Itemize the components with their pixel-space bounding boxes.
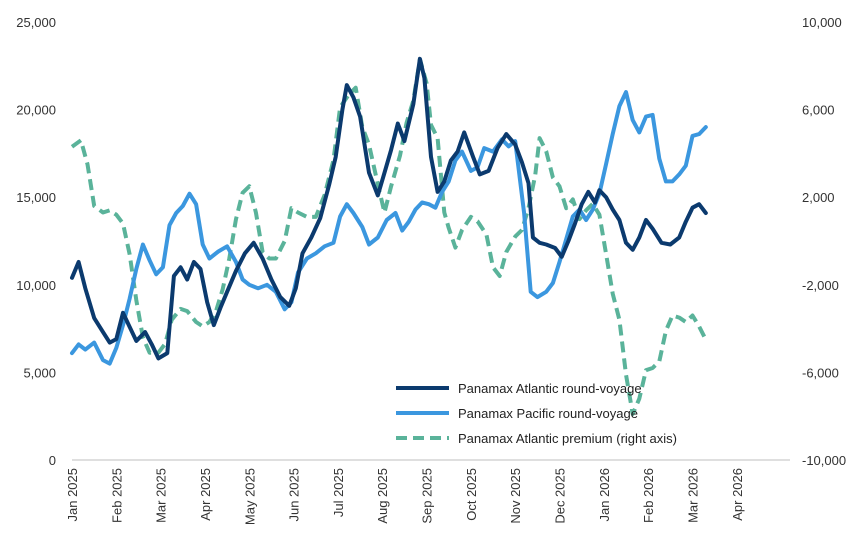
x-tick-label: Mar 2026 [685, 468, 700, 523]
y2-tick-label: 2,000 [802, 190, 835, 205]
x-tick-label: Oct 2025 [464, 468, 479, 521]
x-tick-label: Dec 2025 [553, 468, 568, 524]
y2-tick-label: 6,000 [802, 103, 835, 118]
y-tick-label: 5,000 [23, 365, 56, 380]
x-tick-label: Feb 2026 [641, 468, 656, 523]
series-line-1 [70, 90, 708, 366]
x-tick-label: Nov 2025 [508, 468, 523, 524]
y-tick-label: 25,000 [16, 15, 56, 30]
series-line-0 [70, 56, 708, 361]
legend-label-pacific: Panamax Pacific round-voyage [458, 406, 638, 421]
x-tick-label: Sep 2025 [420, 468, 435, 524]
y2-tick-label: -10,000 [802, 453, 846, 468]
x-tick-label: Apr 2026 [730, 468, 745, 521]
y2-tick-label: -2,000 [802, 278, 839, 293]
y-tick-label: 20,000 [16, 103, 56, 118]
x-tick-label: Jul 2025 [331, 468, 346, 517]
x-tick-label: Jan 2026 [597, 468, 612, 522]
x-tick-label: Feb 2025 [109, 468, 124, 523]
y2-tick-label: -6,000 [802, 365, 839, 380]
x-tick-label: Aug 2025 [375, 468, 390, 524]
series-layer [70, 56, 708, 416]
x-tick-label: Jun 2025 [287, 468, 302, 522]
legend-label-premium: Panamax Atlantic premium (right axis) [458, 431, 677, 446]
x-tick-label: Mar 2025 [154, 468, 169, 523]
legend-label-atlantic: Panamax Atlantic round-voyage [458, 381, 642, 396]
y-tick-label: 0 [49, 453, 56, 468]
y-tick-label: 10,000 [16, 278, 56, 293]
legend: Panamax Atlantic round-voyage Panamax Pa… [396, 381, 677, 446]
y-tick-label: 15,000 [16, 190, 56, 205]
y2-tick-label: 10,000 [802, 15, 842, 30]
axes: 0 5,000 10,000 15,000 20,000 25,000 -10,000 -6,… [16, 15, 846, 525]
x-tick-label: May 2025 [242, 468, 257, 525]
x-tick-label: Jan 2025 [65, 468, 80, 522]
x-tick-label: Apr 2025 [198, 468, 213, 521]
